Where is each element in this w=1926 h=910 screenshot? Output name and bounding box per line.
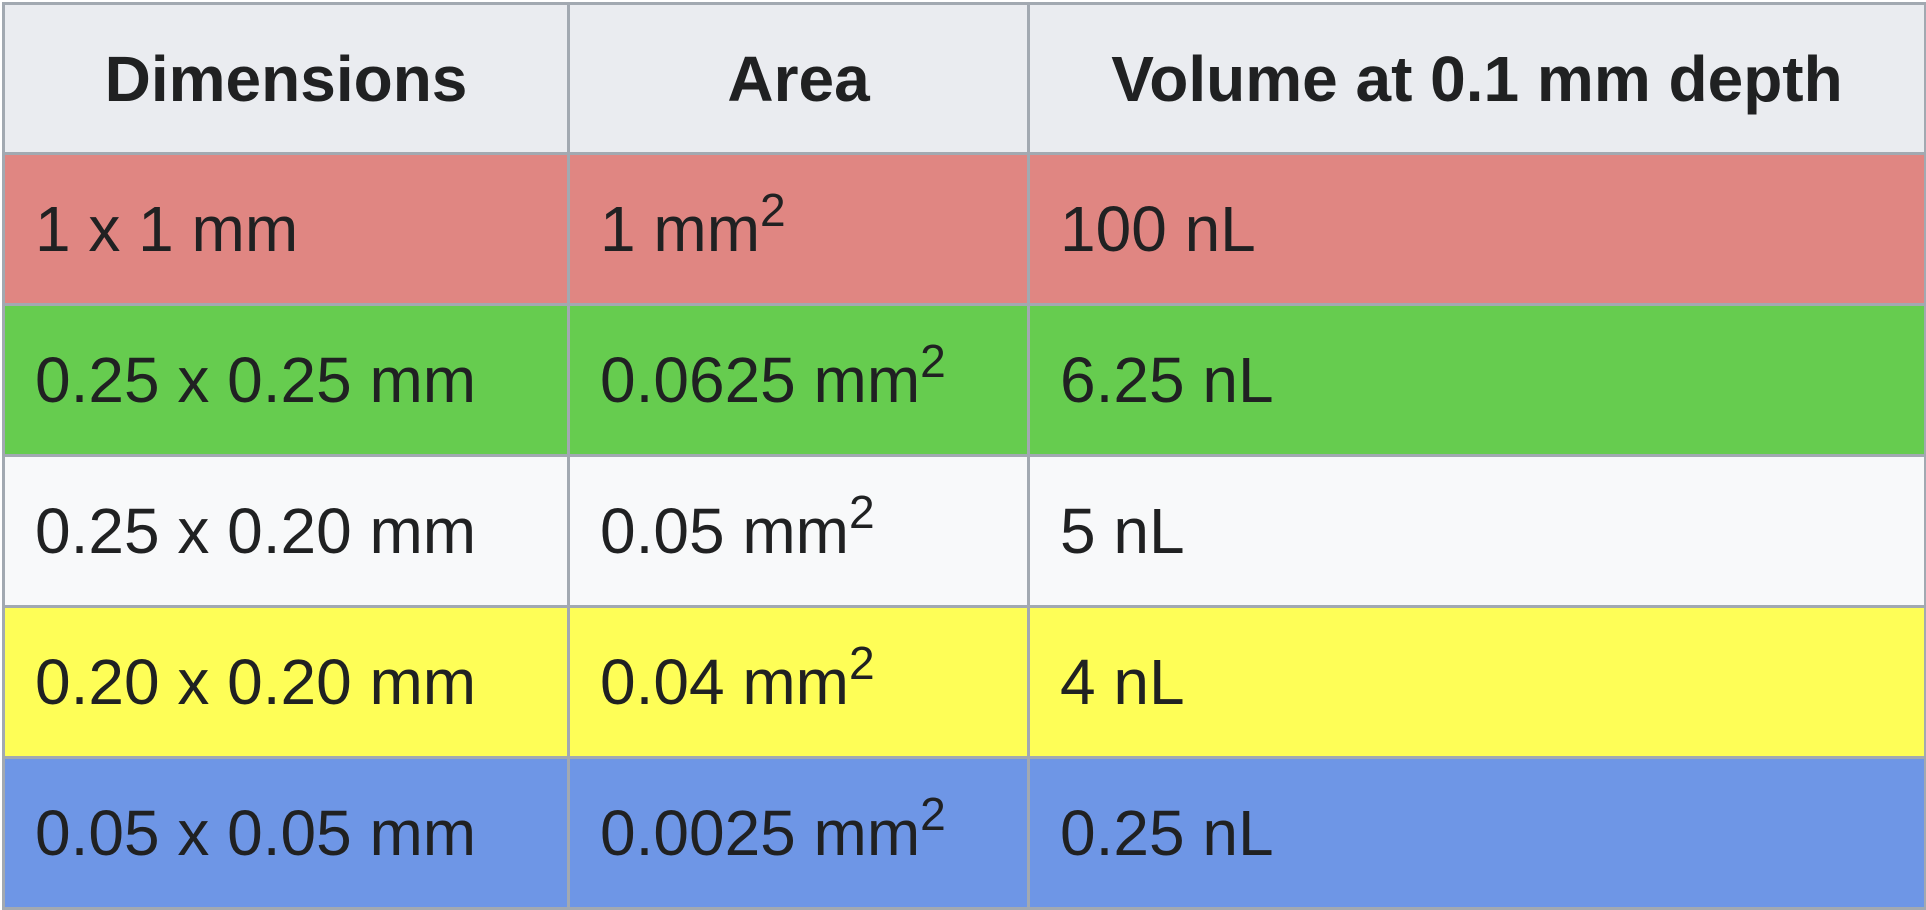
cell-dimensions: 0.20 x 0.20 mm: [2, 605, 570, 759]
area-value: 0.0625 mm: [600, 344, 921, 416]
area-value: 1 mm: [600, 193, 760, 265]
table-row: 0.05 x 0.05 mm 0.0025 mm2 0.25 nL: [2, 756, 1926, 910]
cell-area: 1 mm2: [567, 152, 1030, 306]
cell-dimensions: 1 x 1 mm: [2, 152, 570, 306]
area-value: 0.04 mm: [600, 646, 849, 718]
cell-area: 0.0025 mm2: [567, 756, 1030, 910]
cell-volume: 4 nL: [1027, 605, 1926, 759]
cell-area: 0.0625 mm2: [567, 303, 1030, 457]
table-header: Dimensions Area Volume at 0.1 mm depth: [2, 2, 1926, 155]
area-exponent: 2: [920, 788, 946, 841]
cell-area: 0.05 mm2: [567, 454, 1030, 608]
table-row: 0.25 x 0.20 mm 0.05 mm2 5 nL: [2, 454, 1926, 608]
cell-volume: 100 nL: [1027, 152, 1926, 306]
area-exponent: 2: [848, 637, 875, 690]
header-area: Area: [567, 2, 1030, 155]
cell-area: 0.04 mm2: [567, 605, 1030, 759]
table-row: 1 x 1 mm 1 mm2 100 nL: [2, 152, 1926, 306]
area-value: 0.0025 mm: [600, 797, 921, 869]
header-dimensions: Dimensions: [2, 2, 570, 155]
area-exponent: 2: [920, 335, 946, 388]
table-row: 0.25 x 0.25 mm 0.0625 mm2 6.25 nL: [2, 303, 1926, 457]
area-exponent: 2: [760, 184, 786, 237]
table-body: 1 x 1 mm 1 mm2 100 nL 0.25 x 0.25 mm 0.0…: [2, 152, 1926, 910]
cell-dimensions: 0.25 x 0.25 mm: [2, 303, 570, 457]
area-exponent: 2: [848, 486, 875, 539]
area-value: 0.05 mm: [600, 495, 849, 567]
table-row: 0.20 x 0.20 mm 0.04 mm2 4 nL: [2, 605, 1926, 759]
cell-dimensions: 0.05 x 0.05 mm: [2, 756, 570, 910]
cell-volume: 0.25 nL: [1027, 756, 1926, 910]
header-volume: Volume at 0.1 mm depth: [1027, 2, 1926, 155]
header-row: Dimensions Area Volume at 0.1 mm depth: [2, 2, 1926, 155]
cell-volume: 6.25 nL: [1027, 303, 1926, 457]
cell-dimensions: 0.25 x 0.20 mm: [2, 454, 570, 608]
cell-volume: 5 nL: [1027, 454, 1926, 608]
